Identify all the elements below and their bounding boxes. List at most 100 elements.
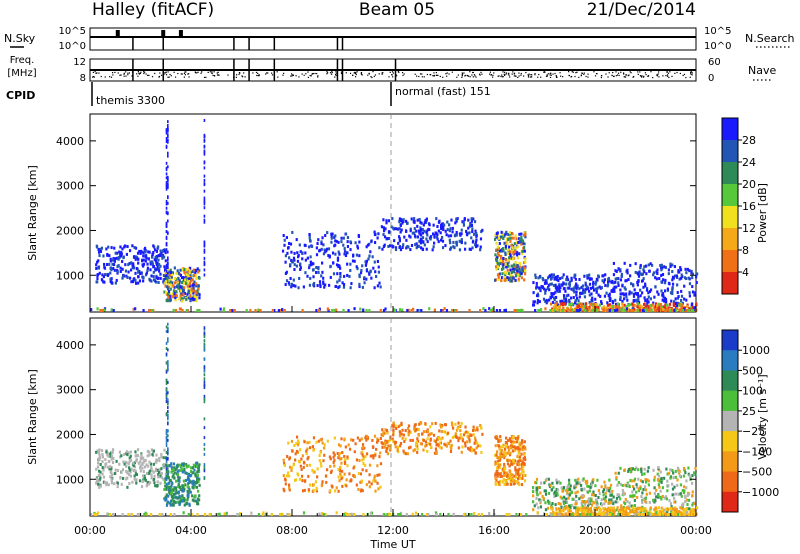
data-cell [462, 223, 466, 227]
data-cell [514, 446, 518, 450]
data-cell [600, 485, 603, 489]
nave-dot [528, 73, 530, 75]
data-cell [654, 276, 657, 280]
data-cell [626, 271, 629, 275]
nave-dot [96, 72, 98, 74]
nave-dot [474, 75, 476, 77]
data-cell [620, 504, 623, 508]
data-cell [145, 471, 149, 475]
data-cell [474, 451, 477, 455]
data-cell [103, 308, 106, 312]
nave-dot [690, 73, 692, 75]
data-cell [196, 464, 199, 468]
data-cell [416, 224, 419, 228]
data-cell [683, 276, 687, 280]
data-cell [454, 434, 458, 438]
nave-dot [446, 72, 448, 74]
data-cell [195, 299, 198, 303]
data-cell [374, 453, 377, 457]
data-cell [474, 240, 478, 244]
data-cell [584, 500, 587, 504]
data-cell [518, 463, 521, 467]
data-cell [432, 223, 435, 227]
data-cell [504, 278, 507, 282]
data-cell [685, 277, 688, 281]
data-cell [621, 302, 624, 306]
nave-dot [442, 76, 444, 78]
nave-dot [679, 72, 681, 75]
data-cell [177, 485, 180, 489]
data-cell [606, 486, 610, 490]
data-cell [509, 482, 513, 486]
data-cell [109, 475, 112, 479]
data-cell [691, 285, 694, 289]
data-cell [682, 309, 685, 312]
data-cell [185, 465, 189, 469]
data-cell [520, 441, 523, 445]
data-cell [159, 272, 162, 276]
data-cell [567, 484, 570, 488]
nave-dot [167, 71, 169, 73]
data-cell [150, 448, 154, 452]
nave-dot [489, 71, 492, 73]
data-cell [622, 492, 625, 496]
data-cell [198, 293, 201, 297]
data-cell [564, 297, 568, 301]
data-cell [346, 273, 349, 277]
nave-dot [395, 75, 398, 77]
colorbar-tick-label: 16 [742, 200, 756, 213]
data-cell [170, 470, 173, 474]
data-cell [185, 498, 188, 502]
nave-dot [637, 71, 639, 73]
data-cell [506, 458, 509, 462]
data-cell [365, 269, 369, 273]
data-cell [231, 309, 234, 312]
data-cell [673, 485, 676, 489]
data-cell [566, 507, 570, 511]
data-cell [135, 481, 138, 485]
nave-dot [640, 75, 642, 77]
data-cell [611, 299, 614, 303]
data-cell [455, 233, 458, 237]
data-cell [481, 228, 484, 232]
data-cell [137, 270, 140, 274]
data-cell [365, 434, 369, 438]
data-cell [409, 229, 412, 233]
data-cell [434, 421, 437, 425]
data-cell [121, 276, 124, 280]
data-cell [555, 288, 558, 292]
nave-dot [125, 75, 127, 77]
nave-dot [550, 74, 552, 76]
data-cell [511, 257, 515, 261]
data-cell [647, 300, 650, 304]
data-cell [434, 447, 438, 451]
data-cell [452, 245, 455, 249]
data-cell [550, 488, 554, 492]
data-cell [573, 301, 577, 305]
nave-dot [331, 71, 333, 73]
data-cell [135, 478, 138, 482]
data-cell [614, 280, 617, 284]
data-cell [187, 282, 190, 286]
data-cell [690, 269, 693, 273]
data-cell [294, 458, 297, 462]
data-cell [465, 229, 468, 233]
data-cell [111, 473, 114, 477]
data-cell [544, 501, 547, 505]
data-cell [494, 453, 497, 457]
nave-dot [658, 71, 660, 73]
data-cell [173, 292, 176, 296]
data-cell [518, 445, 521, 449]
data-cell [97, 266, 100, 270]
data-cell [656, 304, 659, 308]
data-cell [305, 449, 308, 453]
data-cell [373, 241, 377, 245]
data-cell [121, 260, 124, 264]
freq-label-line2: [MHz] [7, 68, 36, 79]
data-cell [512, 270, 515, 274]
nave-dot [513, 72, 516, 74]
data-cell [198, 483, 201, 487]
data-cell [421, 236, 425, 240]
data-cell [636, 309, 639, 312]
data-cell [532, 500, 535, 504]
